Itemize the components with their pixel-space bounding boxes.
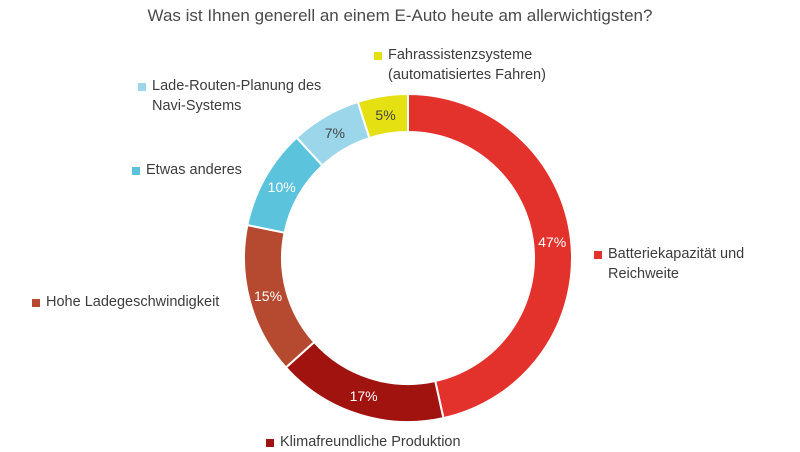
legend-label-line: Etwas anderes — [146, 162, 242, 178]
legend-label-line: Reichweite — [608, 266, 679, 282]
legend-label-line: Batteriekapazität und — [608, 246, 745, 262]
legend-swatch — [32, 299, 40, 307]
legend-swatch — [266, 439, 274, 447]
slice-value-label: 47% — [538, 234, 566, 250]
legend-label-line: Klimafreundliche Produktion — [280, 434, 461, 450]
legend-item-etwas-anderes: Etwas anderes — [132, 160, 242, 180]
legend-item-hohe-ladegeschwindigkeit: Hohe Ladegeschwindigkeit — [32, 292, 219, 312]
legend-swatch — [138, 83, 146, 91]
slice-value-label: 17% — [350, 388, 378, 404]
legend-label-line: Navi-Systems — [152, 98, 242, 114]
slice-value-label: 5% — [375, 107, 395, 123]
legend-label-line: Hohe Ladegeschwindigkeit — [46, 294, 220, 310]
slice-value-label: 7% — [325, 125, 345, 141]
slice-value-label: 10% — [268, 179, 296, 195]
legend-item-lade-routen-planung: Lade-Routen-Planung des Navi-Systems — [138, 76, 321, 116]
legend-label-line: Fahrassistenzsysteme — [388, 47, 533, 63]
slice-value-label: 15% — [254, 288, 282, 304]
donut-slice — [356, 92, 409, 140]
legend-swatch — [374, 52, 382, 60]
legend-swatch — [132, 167, 140, 175]
donut-slice — [407, 92, 573, 420]
legend-label-line: Lade-Routen-Planung des — [152, 78, 322, 94]
legend-item-batteriekapazitaet: Batteriekapazität und Reichweite — [594, 244, 744, 284]
chart-title: Was ist Ihnen generell an einem E-Auto h… — [147, 6, 653, 25]
legend-item-fahrassistenzsysteme: Fahrassistenzsysteme (automatisiertes Fa… — [374, 45, 546, 85]
legend-swatch — [594, 251, 602, 259]
legend-label-line: (automatisiertes Fahren) — [388, 67, 546, 83]
legend-item-klimafreundliche-produktion: Klimafreundliche Produktion — [266, 432, 461, 452]
donut-slice — [284, 340, 445, 423]
